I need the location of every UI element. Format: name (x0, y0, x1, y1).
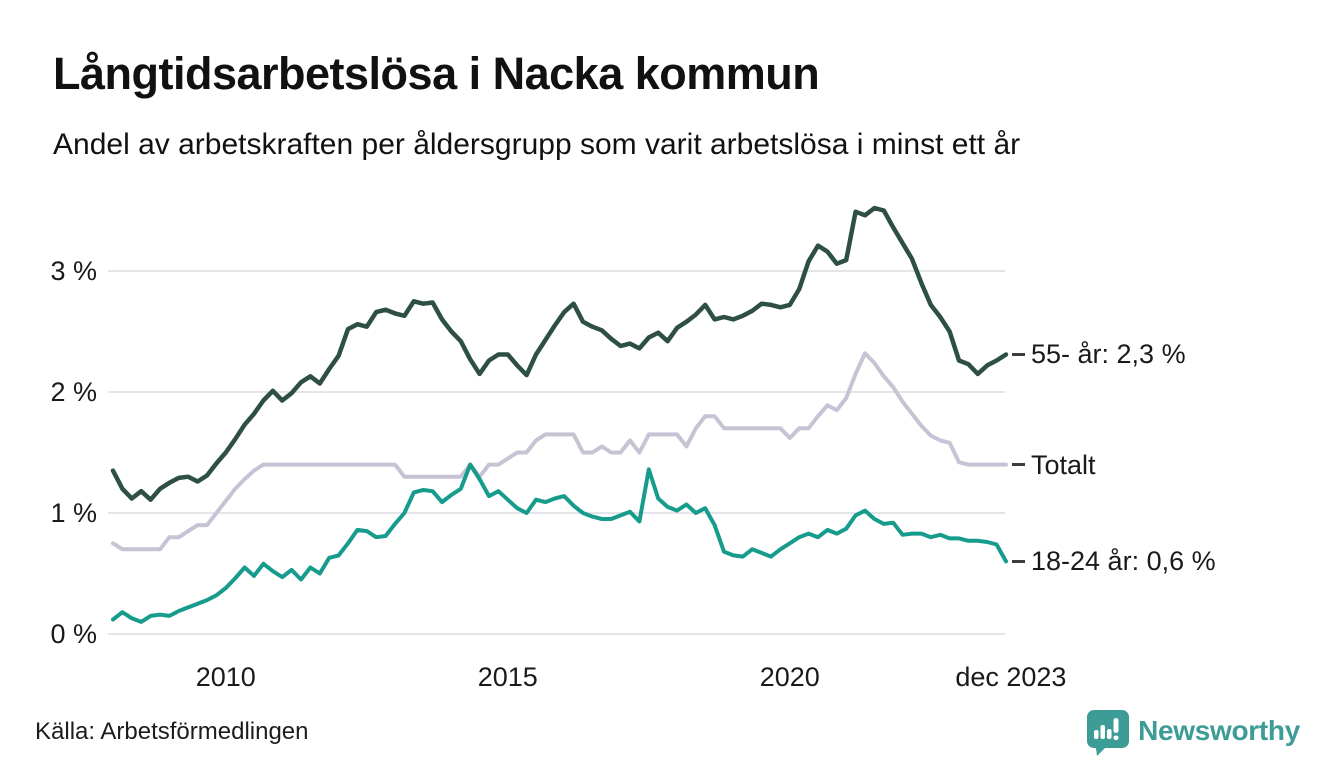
x-axis-tick-label: 2010 (195, 662, 256, 692)
series-lines (110, 205, 1009, 624)
label-connector-dash (1012, 560, 1025, 564)
series-line-55-r (110, 205, 1009, 502)
series-end-label-18-24-r: 18-24 år: 0,6 % (1012, 545, 1216, 577)
page-title: Långtidsarbetslösa i Nacka kommun (53, 48, 820, 99)
x-axis-tick-label: 2015 (477, 662, 538, 692)
y-axis-tick-label: 0 % (50, 619, 97, 649)
source-note: Källa: Arbetsförmedlingen (35, 718, 309, 745)
x-axis-tick-label: dec 2023 (955, 662, 1067, 692)
y-axis-tick-label: 3 % (50, 256, 97, 286)
series-end-label-text: 18-24 år: 0,6 % (1031, 546, 1216, 577)
newsworthy-logo: Newsworthy (1085, 706, 1300, 756)
series-line-totalt (111, 351, 1008, 552)
series-line-18-24-r (111, 462, 1008, 624)
label-connector-dash (1012, 353, 1025, 357)
newsworthy-logo-icon (1087, 710, 1130, 756)
x-axis-tick-label: 2020 (759, 662, 820, 692)
y-axis-tick-label: 1 % (50, 498, 97, 528)
label-connector-dash (1012, 463, 1025, 467)
newsworthy-wordmark: Newsworthy (1138, 715, 1300, 746)
series-end-label-totalt: Totalt (1012, 449, 1096, 481)
page-subtitle: Andel av arbetskraften per åldersgrupp s… (53, 128, 1021, 161)
series-end-label-text: 55- år: 2,3 % (1031, 339, 1186, 370)
series-end-label-55-r: 55- år: 2,3 % (1012, 338, 1186, 370)
y-axis-tick-label: 2 % (50, 377, 97, 407)
series-end-label-text: Totalt (1031, 449, 1096, 480)
gridlines (108, 270, 1005, 635)
bar-chart-exclamation-glyph (1094, 718, 1119, 740)
